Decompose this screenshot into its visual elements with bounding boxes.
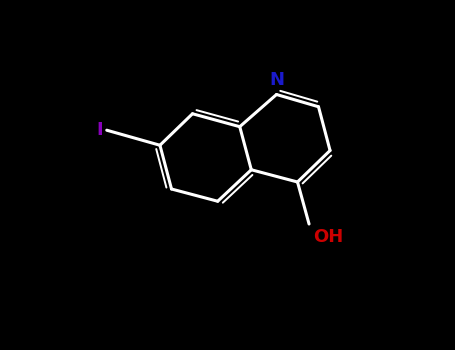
Text: OH: OH xyxy=(313,228,344,245)
Text: I: I xyxy=(96,121,102,139)
Text: N: N xyxy=(269,71,284,89)
